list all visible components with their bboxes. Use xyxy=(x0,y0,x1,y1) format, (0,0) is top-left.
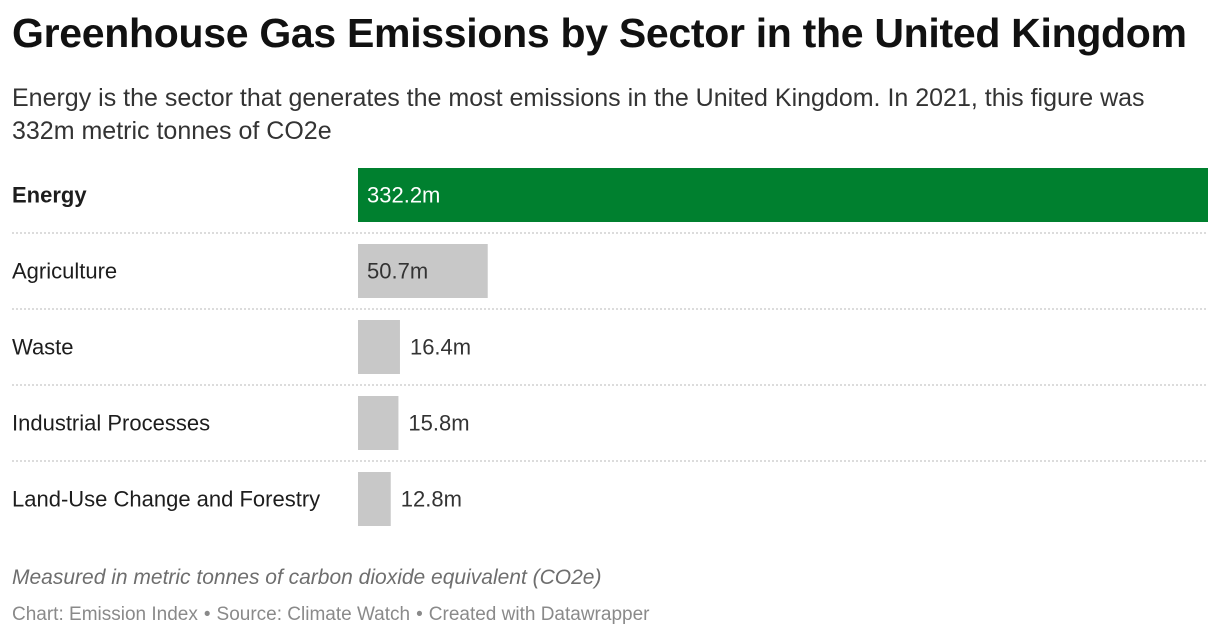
value-label: 15.8m xyxy=(408,411,469,436)
chart-title: Greenhouse Gas Emissions by Sector in th… xyxy=(12,10,1187,56)
category-label: Waste xyxy=(12,335,74,360)
category-label: Industrial Processes xyxy=(12,411,210,436)
source-credit: Source: Climate Watch xyxy=(216,604,411,625)
tool-credit: Created with Datawrapper xyxy=(428,604,650,625)
value-label: 332.2m xyxy=(367,183,440,208)
chart-subtitle: Energy is the sector that generates the … xyxy=(12,84,1145,145)
bar xyxy=(358,396,399,450)
bar xyxy=(358,244,488,298)
bar xyxy=(358,168,1208,222)
bar xyxy=(358,320,400,374)
footer-separator: • xyxy=(416,604,423,625)
bar xyxy=(358,472,391,526)
chart-footer: Chart: Emission Index • Source: Climate Wa… xyxy=(12,604,649,626)
category-label: Energy xyxy=(12,183,87,208)
bar-chart: Energy 332.2m Agriculture 50.7m Waste 16.4m In… xyxy=(12,168,1208,526)
footer-separator: • xyxy=(203,604,211,625)
category-label: Land-Use Change and Forestry xyxy=(12,487,320,512)
chart-notes: Measured in metric tonnes of carbon diox… xyxy=(12,566,602,589)
value-label: 16.4m xyxy=(410,335,471,360)
value-label: 50.7m xyxy=(367,259,428,284)
category-label: Agriculture xyxy=(12,259,117,284)
value-label: 12.8m xyxy=(401,487,462,512)
chart-credit: Chart: Emission Index xyxy=(12,604,198,625)
